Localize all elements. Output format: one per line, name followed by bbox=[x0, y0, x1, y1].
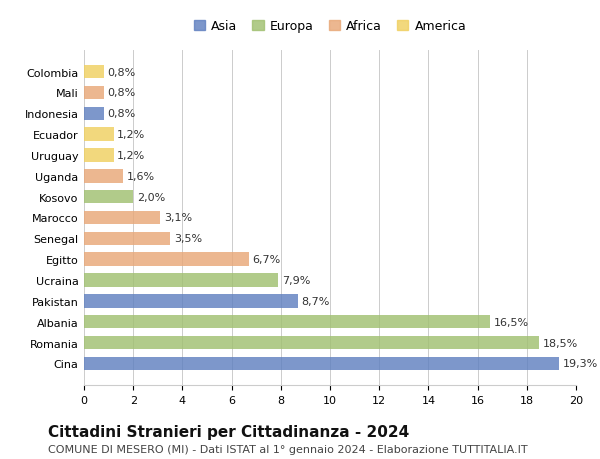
Text: 3,5%: 3,5% bbox=[174, 234, 202, 244]
Bar bbox=[84, 211, 160, 225]
Text: 1,2%: 1,2% bbox=[117, 130, 145, 140]
Text: 0,8%: 0,8% bbox=[107, 67, 136, 78]
Text: 19,3%: 19,3% bbox=[562, 358, 598, 369]
Legend: Asia, Europa, Africa, America: Asia, Europa, Africa, America bbox=[190, 17, 470, 37]
Bar bbox=[84, 357, 559, 370]
Bar bbox=[84, 315, 490, 329]
Bar bbox=[84, 232, 170, 246]
Bar bbox=[84, 294, 298, 308]
Text: 7,9%: 7,9% bbox=[282, 275, 310, 285]
Text: 1,6%: 1,6% bbox=[127, 172, 155, 181]
Bar bbox=[84, 336, 539, 350]
Bar bbox=[84, 253, 249, 266]
Text: 6,7%: 6,7% bbox=[253, 255, 281, 264]
Bar bbox=[84, 128, 113, 142]
Text: 2,0%: 2,0% bbox=[137, 192, 165, 202]
Text: COMUNE DI MESERO (MI) - Dati ISTAT al 1° gennaio 2024 - Elaborazione TUTTITALIA.: COMUNE DI MESERO (MI) - Dati ISTAT al 1°… bbox=[48, 444, 527, 454]
Bar bbox=[84, 149, 113, 162]
Text: 8,7%: 8,7% bbox=[302, 296, 330, 306]
Bar bbox=[84, 274, 278, 287]
Text: Cittadini Stranieri per Cittadinanza - 2024: Cittadini Stranieri per Cittadinanza - 2… bbox=[48, 425, 409, 440]
Bar bbox=[84, 170, 124, 183]
Text: 0,8%: 0,8% bbox=[107, 109, 136, 119]
Text: 3,1%: 3,1% bbox=[164, 213, 192, 223]
Text: 0,8%: 0,8% bbox=[107, 88, 136, 98]
Bar bbox=[84, 66, 104, 79]
Bar bbox=[84, 86, 104, 100]
Text: 1,2%: 1,2% bbox=[117, 151, 145, 161]
Text: 18,5%: 18,5% bbox=[543, 338, 578, 348]
Bar bbox=[84, 107, 104, 121]
Text: 16,5%: 16,5% bbox=[494, 317, 529, 327]
Bar bbox=[84, 190, 133, 204]
